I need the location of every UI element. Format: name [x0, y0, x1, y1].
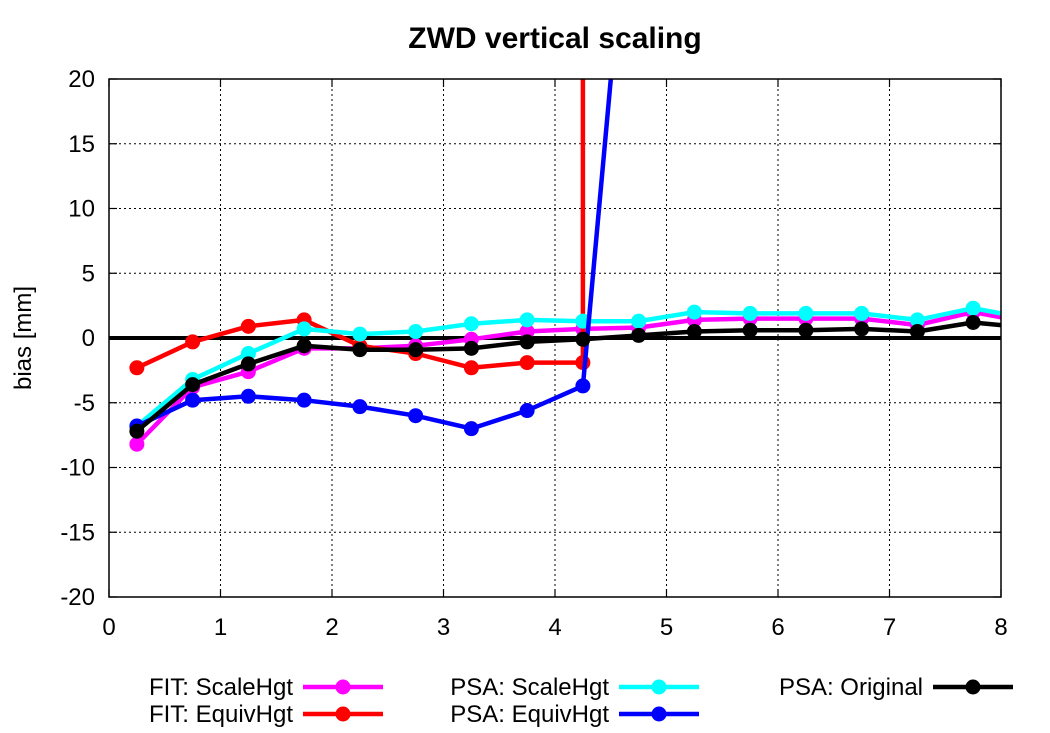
data-point-fit-equivhgt [185, 334, 201, 350]
legend-swatch-marker [335, 706, 351, 722]
legend-entry-psa-equivhgt: PSA: EquivHgt [450, 701, 699, 728]
data-point-psa-original [686, 324, 702, 340]
series-layer [129, 79, 1001, 452]
y-tick-label: -5 [74, 390, 95, 417]
x-tick-label: 4 [548, 614, 561, 641]
data-point-psa-original [575, 331, 591, 347]
legend-label: PSA: ScaleHgt [450, 674, 609, 701]
data-point-psa-original [408, 342, 424, 358]
data-point-psa-scalehgt [686, 304, 702, 320]
data-point-fit-equivhgt [240, 318, 256, 334]
y-tick-label: 15 [68, 131, 95, 158]
data-point-psa-scalehgt [965, 300, 981, 316]
y-tick-label: -20 [60, 584, 95, 611]
tick-labels: 0 1 2 3 4 5 6 7 8 -20 -15 -10 -5 0 5 10 15 20 [60, 66, 1007, 641]
data-point-psa-equivhgt [296, 392, 312, 408]
data-point-psa-original [909, 324, 925, 340]
x-tick-label: 5 [660, 614, 673, 641]
legend-swatch-marker [651, 679, 667, 695]
y-axis-label: bias [mm] [10, 286, 37, 390]
data-point-psa-original [129, 423, 145, 439]
data-point-fit-scalehgt [519, 324, 535, 340]
x-tick-label: 2 [325, 614, 338, 641]
legend-label: FIT: EquivHgt [149, 701, 293, 728]
chart-title: ZWD vertical scaling [408, 22, 701, 55]
legend-entry-psa-original: PSA: Original [779, 674, 1013, 701]
x-tick-label: 0 [102, 614, 115, 641]
y-tick-label: 10 [68, 196, 95, 223]
data-point-psa-original [965, 314, 981, 330]
legend-entry-psa-scalehgt: PSA: ScaleHgt [450, 674, 699, 701]
data-point-psa-original [463, 340, 479, 356]
series-psa-scalehgt [129, 300, 1001, 434]
data-point-psa-scalehgt [631, 313, 647, 329]
data-point-psa-original [742, 322, 758, 338]
data-point-psa-original [854, 321, 870, 337]
data-point-psa-scalehgt [742, 305, 758, 321]
data-point-psa-equivhgt [185, 392, 201, 408]
data-point-psa-equivhgt [519, 403, 535, 419]
legend-swatch-marker [965, 679, 981, 695]
data-point-psa-equivhgt [240, 388, 256, 404]
legend-label: FIT: ScaleHgt [149, 674, 293, 701]
data-point-psa-original [631, 327, 647, 343]
series-psa-original [129, 314, 1001, 439]
legend-entry-fit-scalehgt: FIT: ScaleHgt [149, 674, 383, 701]
data-point-psa-original [240, 356, 256, 372]
data-point-psa-equivhgt [463, 421, 479, 437]
data-point-psa-scalehgt [909, 312, 925, 328]
data-point-psa-scalehgt [408, 324, 424, 340]
y-tick-label: 5 [82, 260, 95, 287]
data-point-fit-equivhgt [463, 360, 479, 376]
data-point-psa-scalehgt [519, 312, 535, 328]
legend-entry-fit-equivhgt: FIT: EquivHgt [149, 701, 383, 728]
data-point-psa-scalehgt [352, 326, 368, 342]
data-point-psa-scalehgt [798, 305, 814, 321]
data-point-psa-equivhgt [575, 378, 591, 394]
y-tick-label: -10 [60, 455, 95, 482]
x-tick-label: 7 [883, 614, 896, 641]
data-point-fit-equivhgt [519, 355, 535, 371]
data-point-psa-original [352, 342, 368, 358]
data-point-psa-scalehgt [240, 346, 256, 362]
series-line-psa-equivhgt [135, 79, 614, 431]
legend-swatch-marker [651, 706, 667, 722]
x-tick-label: 8 [994, 614, 1007, 641]
x-tick-label: 3 [437, 614, 450, 641]
data-point-psa-original [798, 322, 814, 338]
legend-label: PSA: Original [779, 674, 923, 701]
data-point-psa-original [519, 334, 535, 350]
data-point-fit-equivhgt [129, 360, 145, 376]
data-point-psa-scalehgt [296, 321, 312, 337]
legend-label: PSA: EquivHgt [450, 701, 609, 728]
series-line-fit-scalehgt [135, 309, 1001, 446]
data-point-psa-scalehgt [463, 316, 479, 332]
legend-swatch-marker [335, 679, 351, 695]
data-point-psa-scalehgt [854, 305, 870, 321]
data-point-fit-scalehgt [129, 436, 145, 452]
x-tick-label: 1 [214, 614, 227, 641]
data-point-psa-original [296, 338, 312, 354]
data-point-psa-equivhgt [352, 399, 368, 415]
series-psa-equivhgt [129, 79, 614, 437]
y-tick-label: -15 [60, 519, 95, 546]
y-tick-label: 20 [68, 66, 95, 93]
data-point-psa-original [185, 377, 201, 393]
x-tick-label: 6 [771, 614, 784, 641]
series-line-fit-equivhgt [135, 79, 586, 371]
data-point-psa-equivhgt [408, 408, 424, 424]
y-tick-label: 0 [82, 325, 95, 352]
